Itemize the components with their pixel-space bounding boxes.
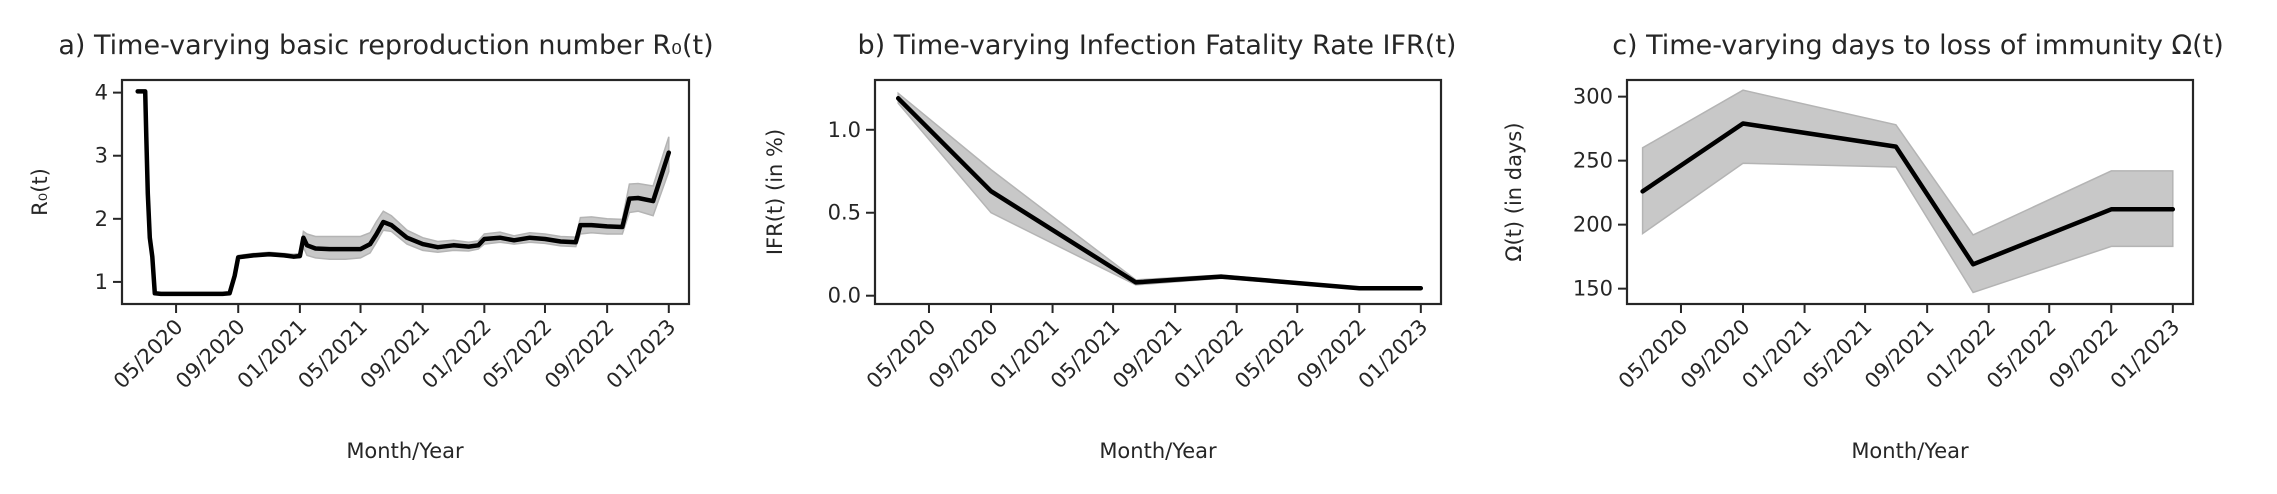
y-tick-label: 2: [95, 207, 108, 231]
y-tick-label: 1.0: [828, 118, 861, 142]
y-axis-label: Ω(t) (in days): [1502, 122, 1526, 261]
series-line: [1640, 121, 2176, 267]
y-tick-label: 150: [1573, 277, 1613, 301]
plot-frame: [1625, 78, 2195, 306]
panel-omega: c) Time-varying days to loss of immunity…: [1502, 30, 2224, 463]
panel-title: b) Time-varying Infection Fatality Rate …: [858, 30, 1457, 61]
series-line-group: [135, 89, 672, 297]
x-axis-label: Month/Year: [346, 439, 464, 463]
y-axis-label: R₀(t): [28, 168, 52, 216]
y-tick-label: 3: [95, 144, 108, 168]
x-axis-label: Month/Year: [1851, 439, 1969, 463]
ticks-group: 05/202009/202001/202105/202109/202101/20…: [828, 118, 1433, 393]
uncertainty-band: [137, 90, 670, 295]
uncertainty-band: [1641, 89, 2174, 294]
uncertainty-band-group: [897, 91, 1422, 290]
series-line: [895, 96, 1424, 291]
panel-ifr: b) Time-varying Infection Fatality Rate …: [763, 30, 1456, 463]
y-tick-label: 0.5: [828, 201, 861, 225]
plot-frame: [120, 78, 691, 306]
y-tick-label: 1: [95, 270, 108, 294]
panel-title: a) Time-varying basic reproduction numbe…: [58, 30, 713, 61]
series-line: [135, 89, 672, 297]
y-tick-label: 300: [1573, 85, 1613, 109]
uncertainty-band: [897, 91, 1422, 290]
y-tick-label: 0.0: [828, 284, 861, 308]
y-tick-label: 250: [1573, 149, 1613, 173]
panel-title: c) Time-varying days to loss of immunity…: [1612, 30, 2224, 61]
x-axis-label: Month/Year: [1099, 439, 1217, 463]
plot-frame: [873, 78, 1443, 306]
y-tick-label: 200: [1573, 213, 1613, 237]
uncertainty-band-group: [1641, 89, 2174, 294]
y-axis-label: IFR(t) (in %): [763, 129, 787, 255]
uncertainty-band-group: [137, 90, 670, 295]
y-tick-label: 4: [95, 81, 108, 105]
series-line-group: [1640, 121, 2176, 267]
ticks-group: 05/202009/202001/202105/202109/202101/20…: [95, 81, 681, 394]
panel-r0: a) Time-varying basic reproduction numbe…: [28, 30, 714, 463]
series-line-group: [895, 96, 1424, 291]
